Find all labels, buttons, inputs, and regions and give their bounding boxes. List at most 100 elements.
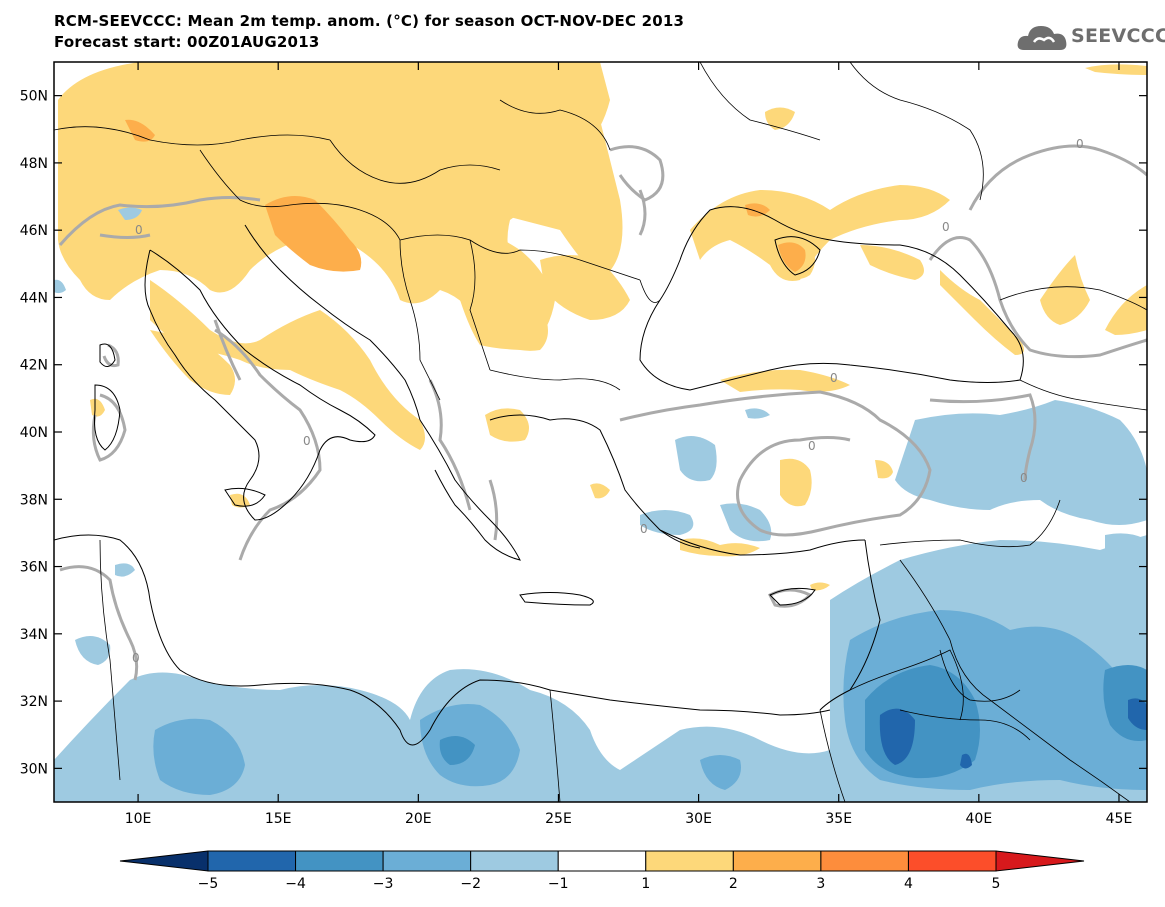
lat-tick-label: 38N	[20, 492, 48, 508]
warm-area-italy-adriatic	[150, 280, 425, 450]
colorbar-label: 5	[992, 876, 1001, 892]
cold-area-saudi-core	[960, 753, 972, 769]
zero-contour-caucasus	[928, 236, 1147, 359]
crete-coast	[519, 592, 594, 606]
colorbar-box	[732, 850, 822, 872]
warm-area-alps-north	[58, 96, 623, 281]
cold-area-turkey-south	[720, 503, 772, 542]
lat-tick-label: 48N	[20, 156, 48, 172]
zero-label: 0	[830, 371, 838, 385]
zero-contour-anatolia-spot	[638, 189, 647, 236]
colorbar-label: −3	[373, 876, 394, 892]
lon-tick-label: 15E	[265, 811, 292, 827]
lat-tick-label: 44N	[20, 290, 48, 306]
colorbar: −5 −4 −3 −2 −1 1 2 3 4 5	[119, 850, 1085, 892]
warm-area-kerch	[860, 245, 924, 280]
coastlines	[54, 206, 1024, 746]
cold-area-algeria-south	[153, 718, 245, 795]
lon-tick-label: 10E	[125, 811, 152, 827]
warm-area-caspian-small	[765, 107, 795, 130]
warm-anomaly-areas	[58, 62, 1147, 591]
colorbar-label: 3	[816, 876, 825, 892]
zero-label: 0	[640, 522, 648, 536]
lat-tick-label: 34N	[20, 627, 48, 643]
greece-coast	[419, 419, 521, 561]
map-title: RCM-SEEVCCC: Mean 2m temp. anom. (°C) fo…	[54, 12, 685, 30]
warm-area-romania	[540, 255, 630, 320]
cold-area-iraq-core	[1128, 698, 1147, 730]
zero-contour-ukraine	[609, 145, 665, 202]
colorbar-label: 4	[904, 876, 913, 892]
turkey-south-coast	[659, 529, 866, 556]
warm-area-turkey-interior	[780, 458, 812, 507]
north-africa-coast	[54, 534, 831, 746]
warm-area-black-sea-spot	[745, 203, 770, 217]
warm-area-greece	[485, 408, 529, 442]
colorbar-max-arrow	[995, 850, 1085, 872]
zero-contour-austria	[99, 233, 151, 239]
sicily-coast	[224, 487, 266, 507]
zero-contour-turkey	[619, 390, 932, 537]
sardinia-coast	[94, 384, 121, 451]
cold-area-aegean	[640, 510, 694, 535]
colorbar-min-arrow	[119, 850, 209, 872]
cold-area-turkey-west	[675, 436, 717, 482]
lon-tick-label: 20E	[405, 811, 432, 827]
colorbar-label: −2	[460, 876, 481, 892]
warm-area-turkey-south	[680, 538, 760, 557]
zero-contour-greece	[488, 479, 499, 541]
colorbar-label: −4	[285, 876, 306, 892]
zero-contour-italy	[214, 328, 322, 561]
cold-area-jordan-core	[879, 708, 915, 765]
zero-contour-labels: 0 0 0 0 0 0 0 0 0	[132, 137, 1084, 665]
lat-tick-label: 32N	[20, 694, 48, 710]
colorbar-label: 1	[641, 876, 650, 892]
cold-area-coast-west	[54, 279, 66, 294]
zero-contour-balkan	[428, 379, 472, 511]
warm-area-slovenia-croatia	[265, 196, 362, 272]
lat-tick-label: 50N	[20, 89, 48, 105]
warm-area-east-russia	[1040, 255, 1090, 325]
lon-tick-label: 25E	[545, 811, 572, 827]
warm-area-austria-spot	[125, 119, 155, 142]
zero-contour-corsica	[102, 343, 120, 368]
seevccc-logo: SEEVCCC	[1016, 20, 1165, 56]
lon-tick-label: 45E	[1106, 811, 1133, 827]
warm-area-east-edge	[1105, 285, 1147, 335]
cold-anomaly-areas-core	[879, 698, 1147, 769]
zero-contour-turkey-east	[929, 393, 1037, 481]
colorbar-label: −5	[198, 876, 219, 892]
warm-area-turkey-small	[875, 460, 893, 479]
warm-area-turkey-north	[720, 369, 850, 392]
lat-tick-label: 46N	[20, 223, 48, 239]
cold-area-caspian	[1105, 533, 1147, 560]
colorbar-box	[207, 850, 297, 872]
warm-area-sardinia	[90, 398, 105, 417]
colorbar-box	[820, 850, 909, 872]
zero-label: 0	[808, 439, 816, 453]
cold-area-algeria	[75, 636, 111, 665]
zero-label: 0	[303, 434, 311, 448]
lon-tick-label: 40E	[966, 811, 993, 827]
zero-label: 0	[132, 651, 140, 665]
zero-contours	[58, 144, 1147, 681]
colorbar-box	[295, 850, 384, 872]
zero-contour-north-africa	[59, 565, 139, 681]
colorbar-label: 2	[729, 876, 738, 892]
colorbar-box	[557, 850, 647, 872]
italy-coast	[144, 249, 376, 521]
warm-area-crimea-strong	[778, 242, 806, 272]
warm-area-caucasus-coast	[940, 270, 1024, 355]
crimea-coast	[774, 236, 821, 276]
country-borders	[54, 62, 1147, 802]
map-field: 0 0 0 0 0 0 0 0 0	[54, 62, 1147, 802]
warm-area-italy-west	[150, 330, 235, 395]
lat-tick-label: 36N	[20, 560, 48, 576]
cold-area-alps	[118, 207, 142, 220]
cold-area-anatolia-small	[745, 408, 770, 419]
colorbar-box	[645, 850, 734, 872]
cold-area-libya-core	[439, 736, 475, 765]
zero-label: 0	[135, 223, 143, 237]
cyprus-coast	[769, 587, 816, 606]
